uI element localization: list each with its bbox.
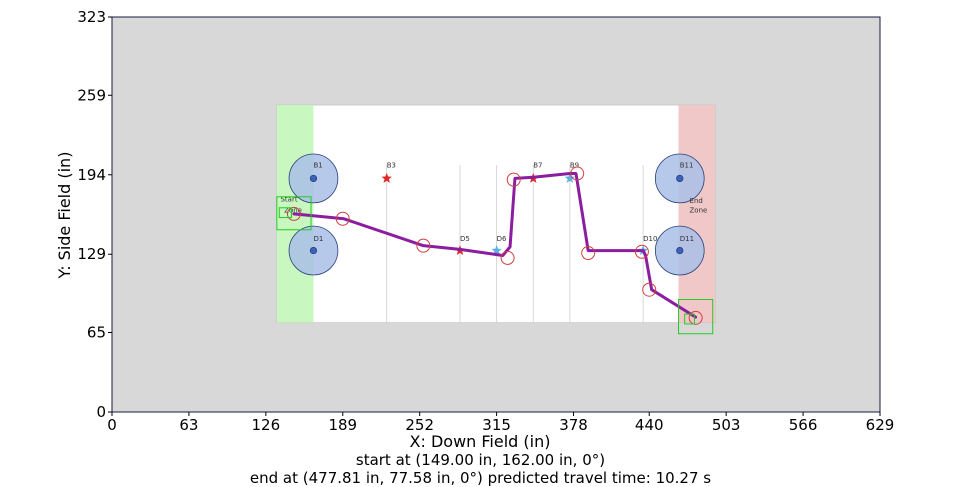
x-tick-label-6: 378	[559, 416, 588, 434]
field-marker-dot-2	[676, 174, 684, 183]
field-label-12: End	[690, 197, 703, 205]
field-background	[276, 104, 716, 324]
field-label-3: D5	[460, 235, 470, 243]
robot-box-1	[678, 298, 714, 335]
waypoint-9	[688, 310, 703, 325]
field-marker-dot-3	[676, 246, 684, 255]
robot-box-0	[276, 196, 312, 231]
y-axis-label: Y: Side Field (in)	[55, 152, 74, 280]
field-label-1: D1	[313, 235, 323, 243]
field-label-5: B7	[533, 161, 542, 169]
field-label-11: Zone	[284, 207, 302, 215]
x-tick-label-4: 252	[405, 416, 434, 434]
robot-box-3	[684, 313, 695, 325]
robot-box-2	[278, 207, 292, 219]
field-label-4: D6	[497, 235, 507, 243]
waypoint-7	[634, 244, 649, 259]
waypoint-8	[642, 282, 657, 297]
waypoint-2	[416, 238, 431, 253]
x-tick-label-10: 629	[866, 416, 895, 434]
x-tick-label-1: 63	[179, 416, 198, 434]
field-label-0: B1	[313, 161, 322, 169]
field-marker-dot-0	[309, 174, 318, 183]
waypoint-6	[581, 246, 596, 261]
field-label-8: B11	[680, 161, 694, 169]
axes-frame	[111, 16, 881, 413]
y-tick-label-3: 194	[77, 166, 106, 184]
waypoint-3	[500, 250, 515, 265]
y-ticks: 0 65 129 194 259 323	[77, 8, 112, 421]
waypoint-0	[286, 206, 301, 221]
series-layer	[276, 166, 714, 335]
field-label-7: D10	[643, 235, 657, 243]
waypoint-1	[335, 211, 350, 226]
waypoint-5	[570, 166, 585, 181]
axes-border	[111, 16, 881, 413]
field-label-13: Zone	[690, 207, 708, 215]
x-ticks: 0 63 126 189 252 315 378 440 503 566 629	[107, 412, 894, 434]
x-tick-label-0: 0	[107, 416, 117, 434]
field-label-10: Start	[280, 196, 297, 204]
field-layer: B1 D1 B3 D5 D6 B7 B9 D10 B11 D11 Start Zone End Zone	[276, 104, 716, 324]
path-series-0	[292, 172, 698, 319]
x-tick-label-2: 126	[252, 416, 281, 434]
field-label-9: D11	[680, 235, 694, 243]
y-tick-label-4: 259	[77, 86, 106, 104]
caption-end: end at (477.81 in, 77.58 in, 0°) predict…	[249, 469, 712, 487]
field-star-4	[564, 172, 576, 183]
field-star-2	[491, 245, 502, 256]
field-star-0	[381, 172, 392, 183]
y-tick-label-2: 129	[77, 245, 106, 263]
x-tick-label-5: 315	[482, 416, 511, 434]
y-tick-label-0: 0	[96, 403, 106, 421]
x-tick-label-8: 503	[712, 416, 741, 434]
x-tick-label-7: 440	[635, 416, 664, 434]
waypoint-4	[506, 172, 521, 187]
y-tick-label-5: 323	[77, 8, 106, 26]
field-label-2: B3	[387, 161, 396, 169]
x-tick-label-9: 566	[789, 416, 818, 434]
end-zone	[678, 105, 716, 323]
x-axis-label: X: Down Field (in)	[410, 432, 551, 451]
field-marker-dot-1	[309, 246, 318, 255]
x-tick-label-3: 189	[328, 416, 357, 434]
y-tick-label-1: 65	[87, 324, 106, 342]
caption-start: start at (149.00 in, 162.00 in, 0°)	[355, 451, 606, 469]
field-label-6: B9	[570, 161, 579, 169]
